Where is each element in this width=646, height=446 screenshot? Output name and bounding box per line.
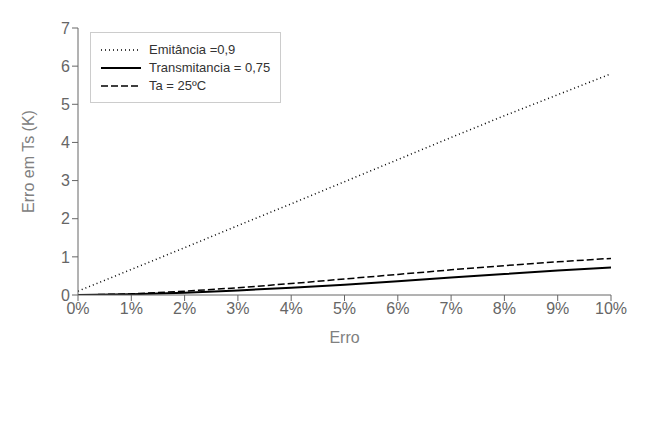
svg-text:7: 7 (61, 20, 70, 37)
svg-text:7%: 7% (440, 300, 463, 317)
svg-text:Erro: Erro (329, 329, 359, 346)
svg-text:1%: 1% (120, 300, 143, 317)
svg-text:3%: 3% (226, 300, 249, 317)
html-text:Transmitancia = 0,75: Transmitancia = 0,75 (149, 60, 271, 75)
svg-text:0%: 0% (66, 300, 90, 318)
svg-text:5%: 5% (333, 300, 356, 317)
svg-text:5: 5 (61, 96, 70, 113)
svg-text:3: 3 (61, 172, 70, 189)
svg-text:2: 2 (61, 210, 70, 227)
svg-text:6: 6 (61, 58, 70, 75)
svg-text:4: 4 (61, 134, 70, 151)
svg-text:9%: 9% (546, 300, 569, 317)
svg-text:6%: 6% (386, 300, 409, 317)
svg-text:Erro em Ts (K): Erro em Ts (K) (20, 110, 37, 213)
svg-text:1: 1 (61, 249, 70, 266)
svg-text:10%: 10% (595, 300, 627, 317)
html-text:Ta = 25ºC: Ta = 25ºC (149, 78, 207, 93)
html-text:Emitância =0,9: Emitância =0,9 (149, 42, 236, 57)
svg-text:8%: 8% (493, 300, 516, 317)
svg-text:2%: 2% (173, 300, 196, 317)
svg-text:0: 0 (61, 287, 70, 304)
svg-text:4%: 4% (280, 300, 303, 317)
